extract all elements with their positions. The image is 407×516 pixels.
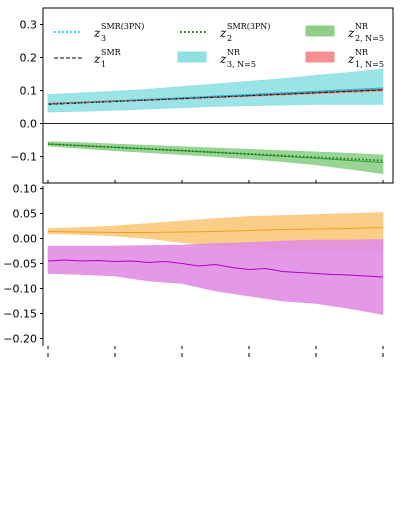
legend-label-sup: SMR: [101, 48, 122, 57]
line-magenta_mean: [47, 259, 384, 278]
line-z2_smr3pn: [47, 143, 384, 162]
y-tick-label: −0.05: [3, 258, 37, 271]
y-tick-label: 0.0: [20, 118, 38, 131]
legend-label-symbol: z: [219, 26, 227, 40]
y-tick-label: −0.1: [10, 151, 37, 164]
legend-entry-z3_smr3pn: z 3 SMR(3PN): [54, 22, 144, 43]
legend-label-sup: NR: [227, 48, 241, 57]
legend-label-symbol: z: [219, 52, 227, 66]
legend-label-sub: 3, N=5: [227, 60, 256, 69]
bottom-panel: −0.20 −0.15 −0.10 −0.05 0.00 0.05 0.10: [3, 183, 384, 357]
band-z2_nr_band: [47, 141, 384, 175]
legend-label-sub: 3: [101, 34, 106, 43]
band-magenta_band: [47, 239, 384, 315]
legend-label-sup: NR: [355, 22, 369, 31]
line-z1_smr: [47, 89, 384, 105]
legend-label-sub: 1, N=5: [355, 60, 384, 69]
legend-label-symbol: z: [93, 26, 101, 40]
axes-frame: [42, 7, 394, 184]
legend-label-sub: 2: [227, 34, 232, 43]
legend-swatch: [305, 51, 335, 63]
legend-label-sup: NR: [355, 48, 369, 57]
legend-entry-z3_nr: z 3, N=5 NR: [177, 48, 256, 69]
legend-swatch: [305, 25, 335, 37]
plot-area: [47, 212, 384, 315]
legend-label-symbol: z: [93, 52, 101, 66]
y-tick-label: 0.1: [20, 85, 38, 98]
legend-entry-z2_smr3pn: z 2 SMR(3PN): [180, 22, 270, 43]
legend-label-symbol: z: [347, 26, 355, 40]
legend-label-symbol: z: [347, 52, 355, 66]
line-orange_mean: [47, 227, 384, 233]
legend-label-sub: 1: [101, 60, 106, 69]
legend-entry-z1_smr: z 1 SMR: [54, 48, 122, 69]
legend-entry-z1_nr: z 1, N=5 NR: [305, 48, 384, 69]
y-tick-label: 0.00: [13, 233, 38, 246]
y-tick-label: −0.10: [3, 283, 37, 296]
plot-area: [43, 68, 393, 175]
legend-label-sub: 2, N=5: [355, 34, 384, 43]
y-tick-label: 0.10: [13, 183, 38, 196]
y-tick-label: −0.20: [3, 333, 37, 346]
legend-entry-z2_nr: z 2, N=5 NR: [305, 22, 384, 43]
y-tick-label: 0.05: [13, 208, 38, 221]
legend-label-sup: SMR(3PN): [227, 22, 270, 31]
y-tick-label: 0.2: [20, 52, 38, 65]
y-tick-label: −0.15: [3, 308, 37, 321]
y-tick-label: 0.3: [20, 19, 38, 32]
legend-swatch: [177, 51, 207, 63]
legend-label-sup: SMR(3PN): [101, 22, 144, 31]
